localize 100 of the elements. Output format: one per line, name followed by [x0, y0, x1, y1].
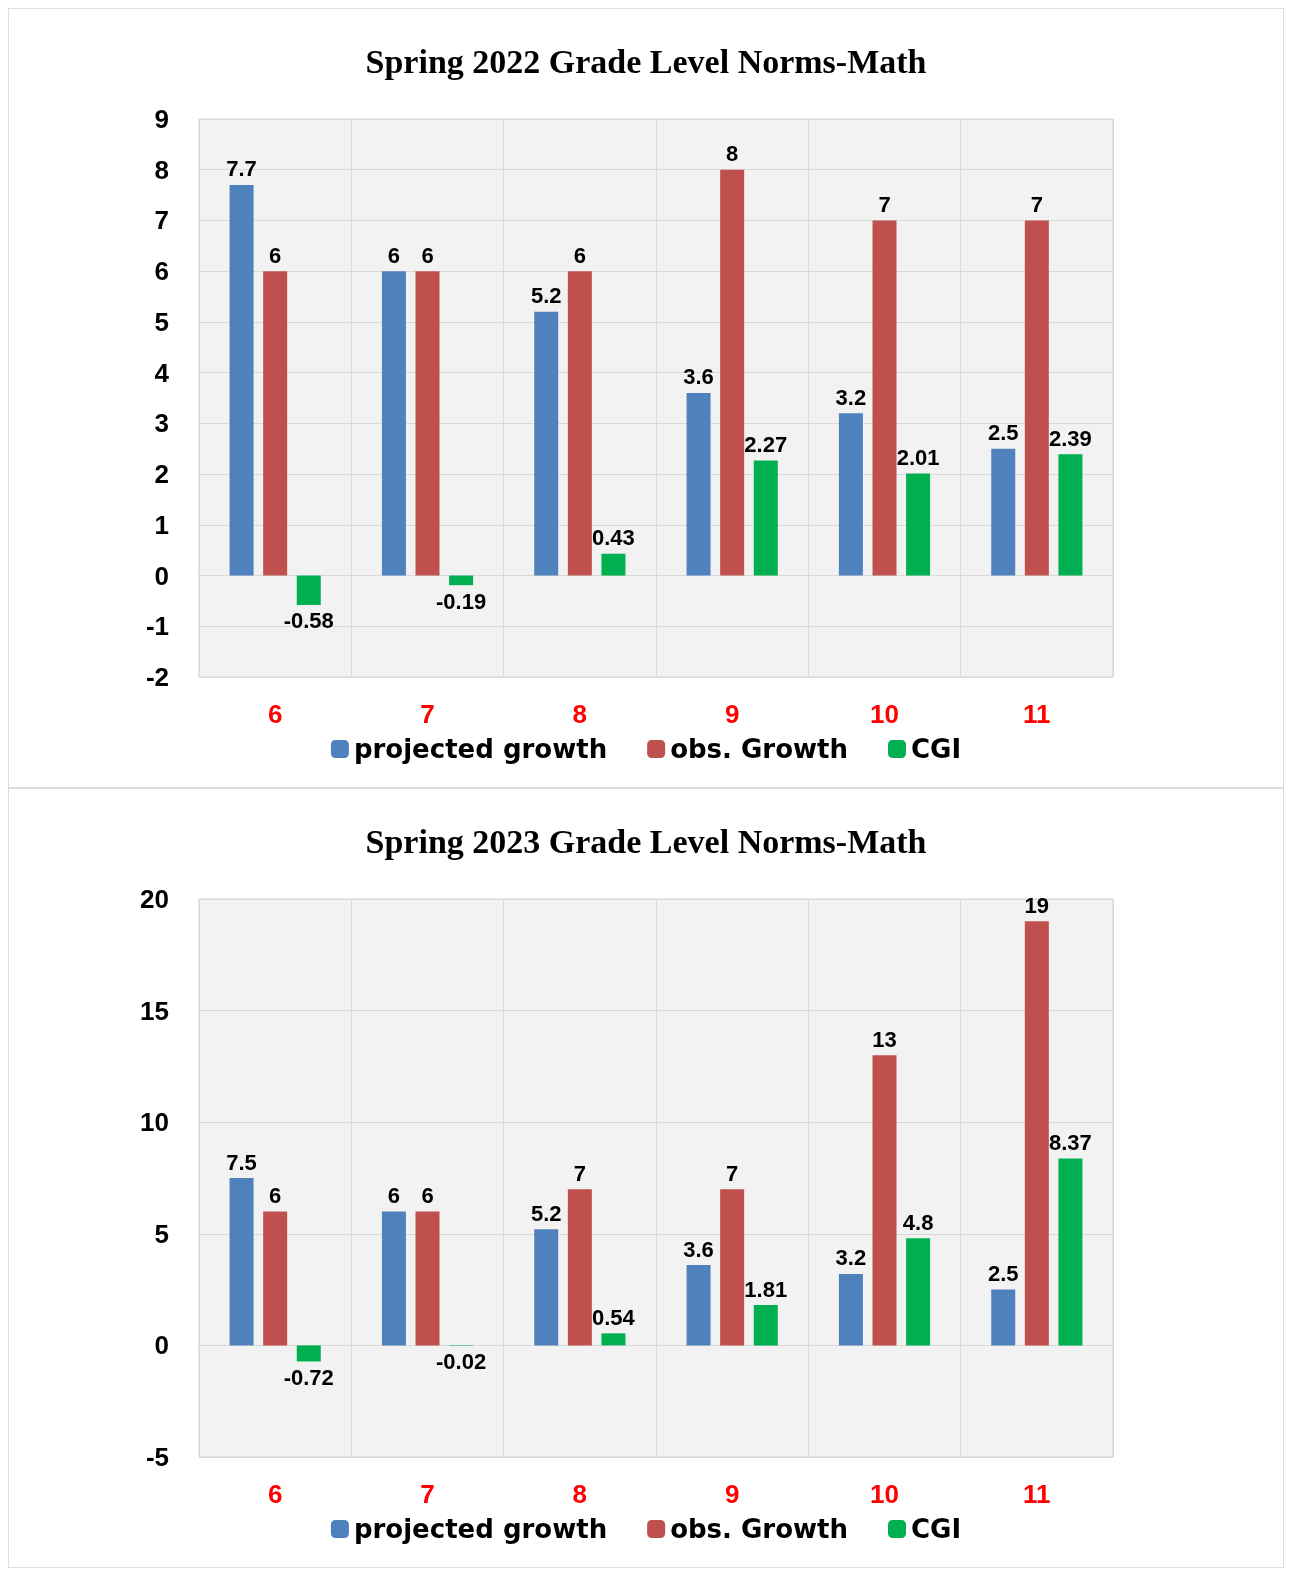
data-label: 6 [387, 1182, 401, 1208]
legend-label: CGI [911, 734, 962, 764]
bar [534, 1229, 559, 1346]
bar [1058, 454, 1083, 576]
x-tick-label: 6 [267, 1479, 283, 1509]
legend-label: obs. Growth [670, 734, 849, 764]
data-label: -0.19 [436, 588, 487, 614]
data-label: 3.2 [835, 384, 867, 410]
bar [838, 1273, 863, 1346]
bar [415, 271, 440, 576]
data-label: 6 [421, 242, 434, 268]
bar [686, 1265, 711, 1346]
bar [1058, 1158, 1083, 1346]
data-label: -0.02 [436, 1349, 487, 1375]
x-tick-label: 8 [572, 699, 588, 729]
y-tick-label: 9 [154, 104, 169, 134]
y-tick-label: -5 [145, 1442, 169, 1472]
legend-label: projected growth [353, 1514, 608, 1544]
legend-label: projected growth [353, 734, 608, 764]
x-tick-label: 9 [724, 699, 740, 729]
data-label: 7 [1030, 191, 1043, 217]
bar [720, 1189, 745, 1346]
y-tick-label: 0 [154, 560, 169, 591]
data-label: 7 [726, 1160, 739, 1186]
x-tick-label: 10 [870, 1479, 899, 1509]
data-label: 6 [573, 242, 586, 268]
legend-label: obs. Growth [670, 1514, 849, 1544]
bar [296, 1345, 321, 1362]
y-tick-label: 4 [154, 357, 170, 388]
bar [381, 271, 406, 576]
data-label: 0.54 [592, 1304, 636, 1330]
bar [229, 1178, 254, 1346]
data-label: 3.6 [683, 364, 714, 390]
bar [872, 220, 897, 576]
data-label: 7 [573, 1160, 586, 1186]
data-label: 5.2 [530, 283, 562, 309]
y-tick-label: -2 [145, 662, 169, 692]
data-label: 6 [421, 1182, 434, 1208]
bar [991, 448, 1016, 576]
data-label: 2.5 [987, 1261, 1019, 1287]
data-label: 1.81 [744, 1276, 788, 1302]
bar [906, 473, 931, 576]
data-label: 19 [1024, 892, 1050, 918]
legend-label: CGI [911, 1514, 962, 1544]
y-tick-label: 10 [140, 1107, 169, 1138]
x-tick-label: 10 [870, 699, 899, 729]
bar [381, 1211, 406, 1346]
y-tick-label: 7 [154, 205, 169, 236]
data-label: 6 [269, 242, 282, 268]
data-label: 8.37 [1049, 1130, 1092, 1156]
data-label: -0.72 [283, 1364, 334, 1390]
chart-title: Spring 2022 Grade Level Norms-Math [365, 42, 927, 80]
x-tick-label: 7 [420, 1479, 435, 1509]
data-label: 13 [872, 1026, 897, 1052]
bar [567, 1189, 592, 1346]
bar [601, 1333, 626, 1346]
y-tick-label: 0 [154, 1330, 169, 1361]
bar [449, 575, 474, 586]
data-label: 2.01 [896, 445, 940, 471]
y-tick-label: 6 [154, 256, 169, 287]
bar [906, 1238, 931, 1346]
y-tick-label: 3 [154, 408, 169, 439]
y-tick-label: 15 [140, 995, 169, 1026]
bar [229, 184, 254, 576]
y-tick-label: 8 [154, 154, 169, 185]
data-label: 7 [878, 191, 891, 217]
bar [838, 413, 863, 576]
bar [1024, 921, 1049, 1346]
bar [1024, 220, 1049, 576]
data-label: 6 [387, 242, 401, 268]
data-label: -0.58 [283, 608, 334, 634]
bar [720, 169, 745, 576]
data-label: 2.5 [987, 420, 1019, 446]
y-tick-label: 5 [154, 306, 169, 337]
data-label: 6 [269, 1182, 282, 1208]
data-label: 8 [726, 141, 739, 167]
x-tick-label: 11 [1023, 1479, 1051, 1509]
bar [753, 460, 778, 576]
data-label: 5.2 [530, 1200, 562, 1226]
y-tick-label: -1 [145, 611, 169, 642]
data-label: 3.6 [683, 1236, 714, 1262]
bar [686, 392, 711, 576]
bar [296, 575, 321, 605]
data-label: 7.7 [226, 156, 257, 182]
x-tick-label: 9 [724, 1479, 740, 1509]
chart-title: Spring 2023 Grade Level Norms-Math [365, 822, 927, 860]
data-label: 2.27 [744, 431, 788, 457]
data-label: 0.43 [592, 525, 635, 551]
y-tick-label: 5 [154, 1218, 169, 1249]
bar [567, 271, 592, 576]
data-label: 3.2 [835, 1245, 867, 1271]
y-tick-label: 1 [154, 509, 169, 540]
bar [991, 1289, 1016, 1346]
x-tick-label: 11 [1023, 699, 1051, 729]
y-tick-label: 2 [154, 459, 169, 490]
bar [263, 271, 288, 576]
x-tick-label: 6 [267, 699, 283, 729]
y-tick-label: 20 [140, 884, 169, 914]
data-label: 2.39 [1049, 425, 1092, 451]
x-tick-label: 7 [420, 699, 435, 729]
